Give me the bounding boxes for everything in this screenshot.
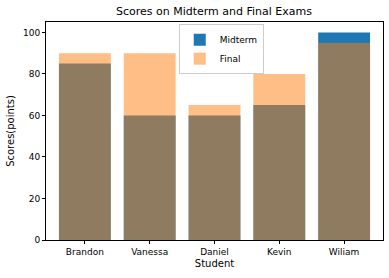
- svg-text:Vanessa: Vanessa: [131, 247, 168, 257]
- svg-text:40: 40: [29, 152, 41, 162]
- svg-text:60: 60: [29, 111, 41, 121]
- svg-text:20: 20: [29, 194, 41, 204]
- svg-text:0: 0: [34, 235, 40, 245]
- svg-text:Midterm: Midterm: [220, 35, 257, 45]
- svg-text:Brandon: Brandon: [66, 247, 104, 257]
- svg-text:Scores(points): Scores(points): [5, 95, 16, 167]
- svg-text:Kevin: Kevin: [267, 247, 292, 257]
- svg-text:80: 80: [29, 69, 41, 79]
- svg-text:Daniel: Daniel: [200, 247, 229, 257]
- svg-text:Student: Student: [195, 258, 234, 269]
- svg-text:Scores on Midterm and Final Ex: Scores on Midterm and Final Exams: [116, 5, 312, 18]
- svg-text:Final: Final: [220, 54, 241, 64]
- svg-text:Wiliam: Wiliam: [329, 247, 360, 257]
- svg-text:100: 100: [23, 28, 40, 38]
